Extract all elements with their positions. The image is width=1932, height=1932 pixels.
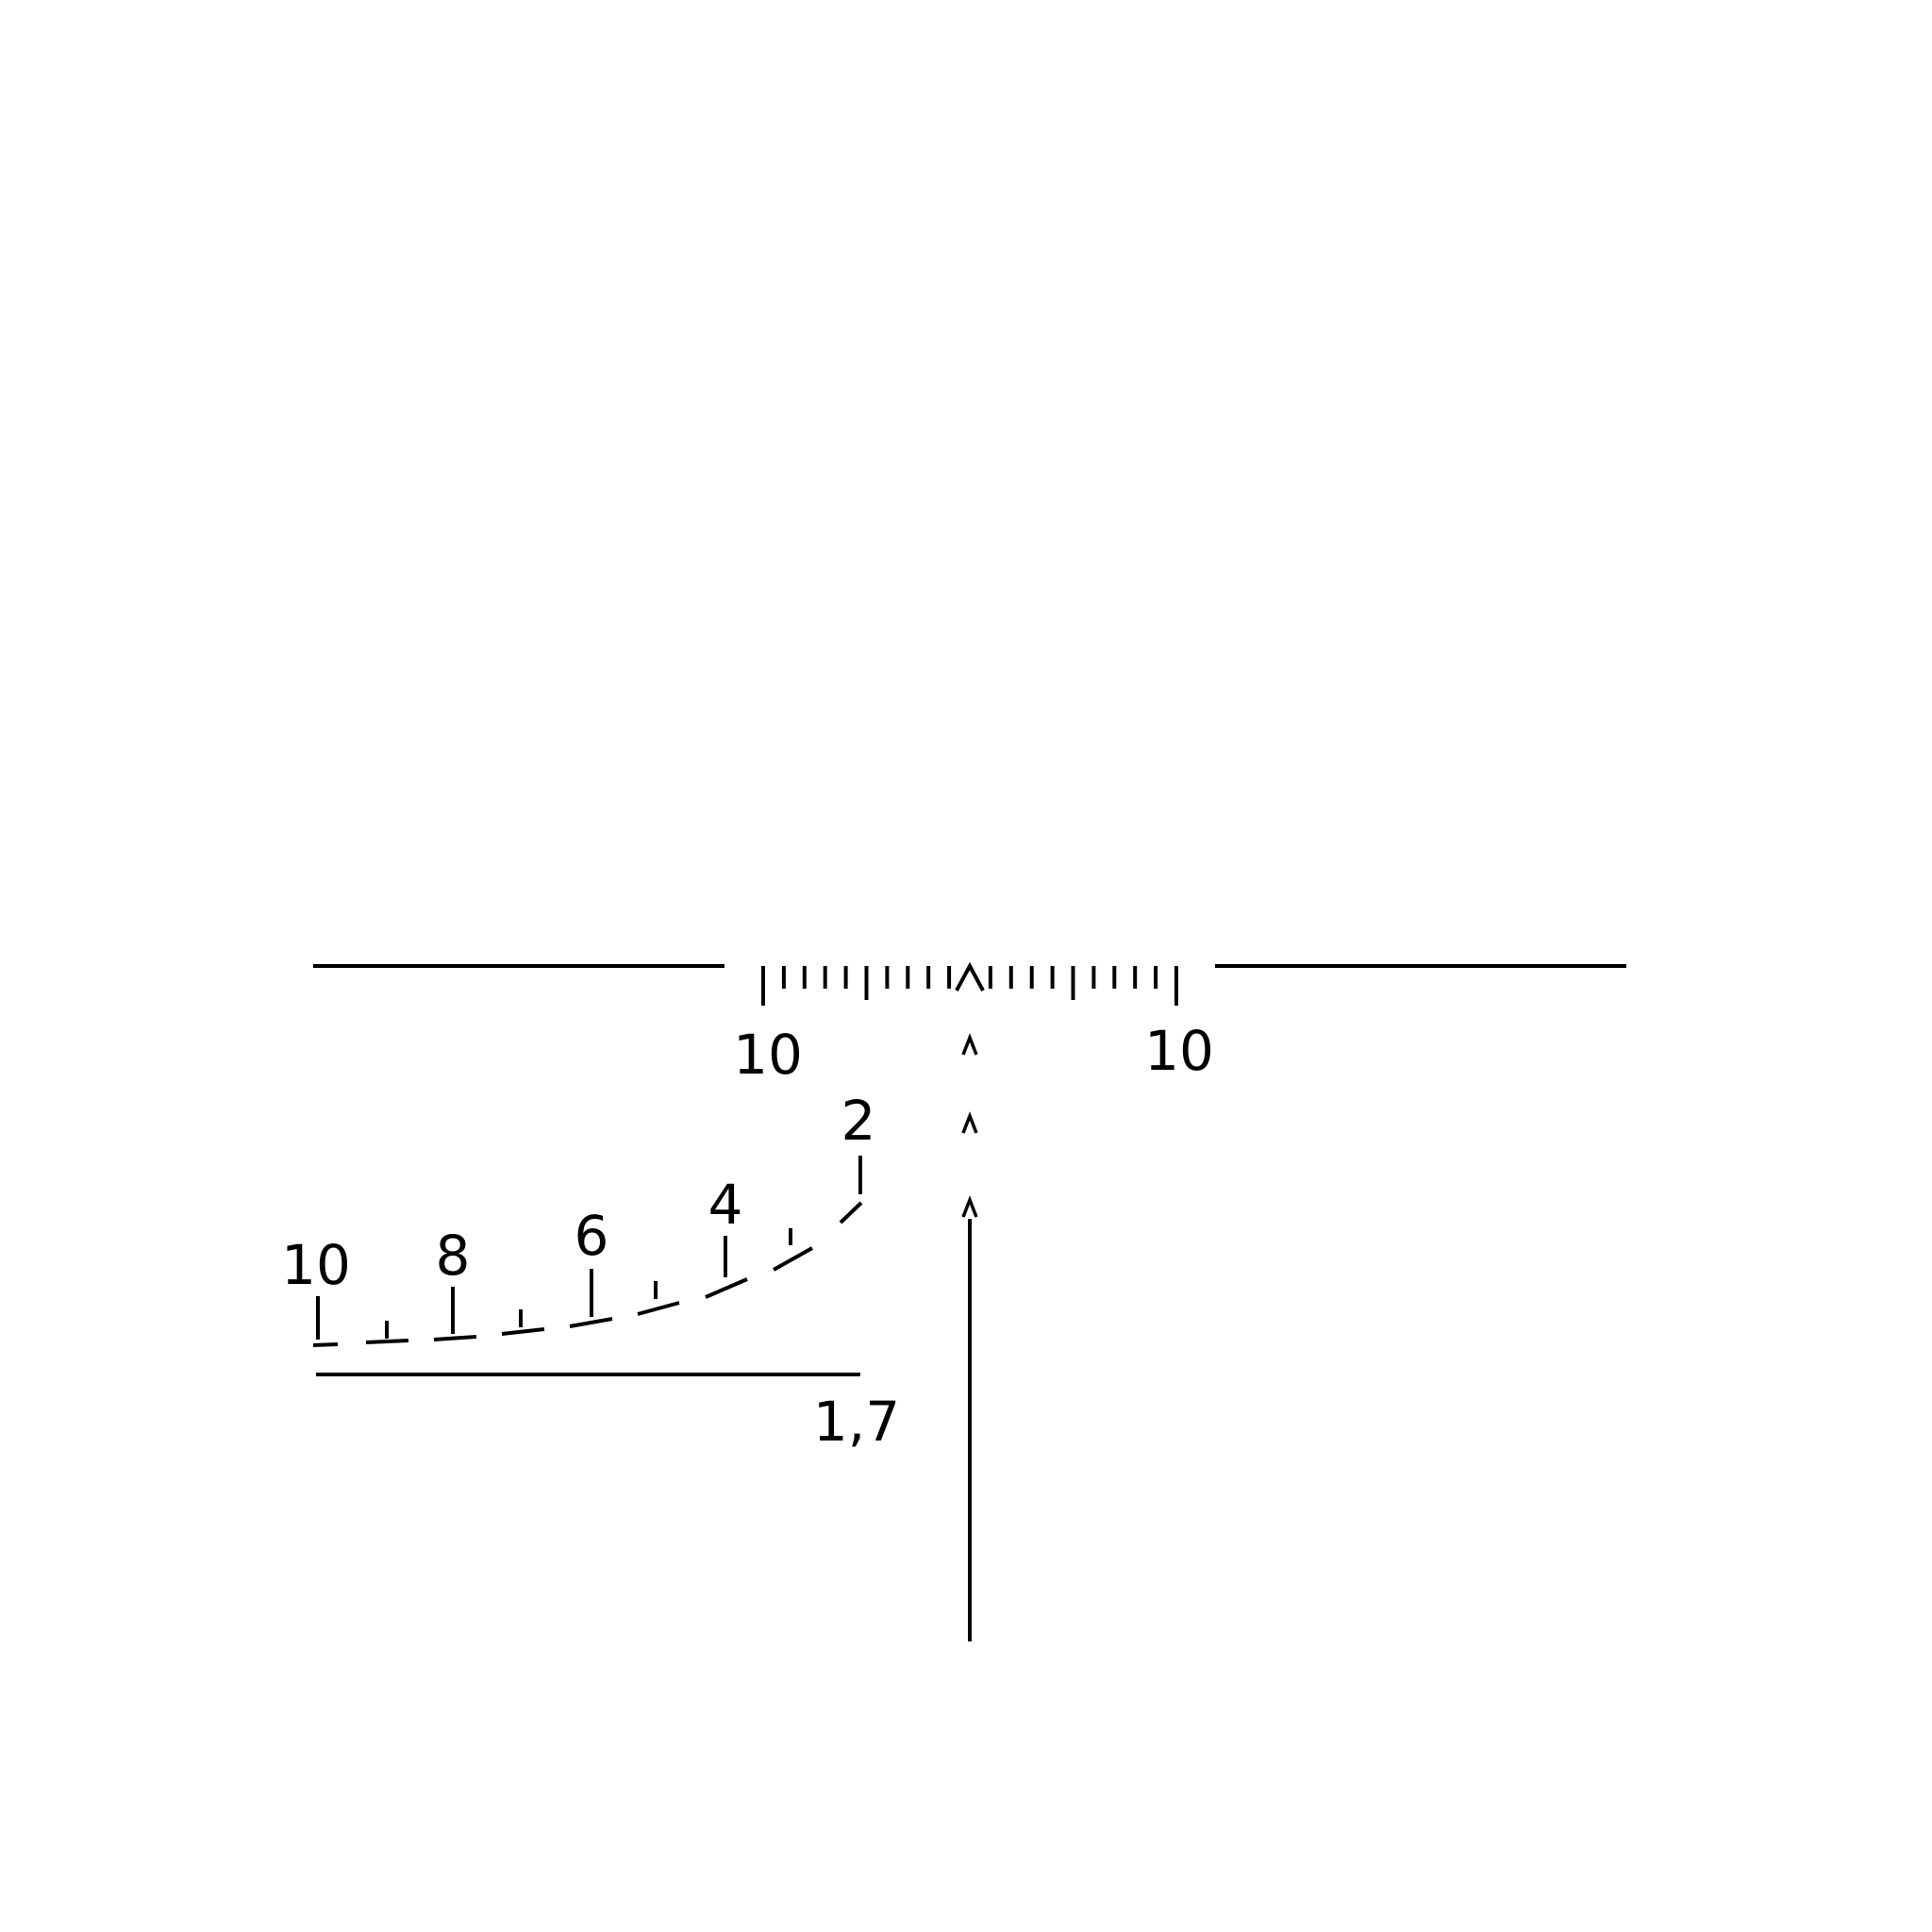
range-curve-segment xyxy=(433,1335,477,1341)
range-curve-segment xyxy=(501,1327,545,1336)
range-curve-segment xyxy=(773,1246,813,1272)
aim-chevron-icon xyxy=(961,1195,978,1218)
range-curve-segment xyxy=(839,1201,863,1224)
windage-label-left: 10 xyxy=(733,1023,803,1087)
aim-chevron-icon xyxy=(961,1111,978,1134)
windage-label-right: 10 xyxy=(1144,1019,1214,1083)
range-label-4: 4 xyxy=(708,1173,743,1237)
range-label-8: 8 xyxy=(436,1224,471,1288)
aim-chevron-icon xyxy=(961,1033,978,1056)
base-line-label: 1,7 xyxy=(813,1390,900,1454)
range-curve-segment xyxy=(569,1317,613,1328)
range-curve-segment xyxy=(312,1342,339,1347)
range-scale xyxy=(312,1156,863,1347)
range-curve-segment xyxy=(365,1339,409,1344)
range-label-10: 10 xyxy=(281,1233,351,1297)
range-label-6: 6 xyxy=(575,1204,609,1268)
windage-scale xyxy=(761,966,1178,1006)
range-label-2: 2 xyxy=(841,1089,876,1153)
range-curve-segment xyxy=(705,1277,748,1299)
center-chevron-icon xyxy=(955,961,985,991)
range-curve-segment xyxy=(637,1301,680,1316)
